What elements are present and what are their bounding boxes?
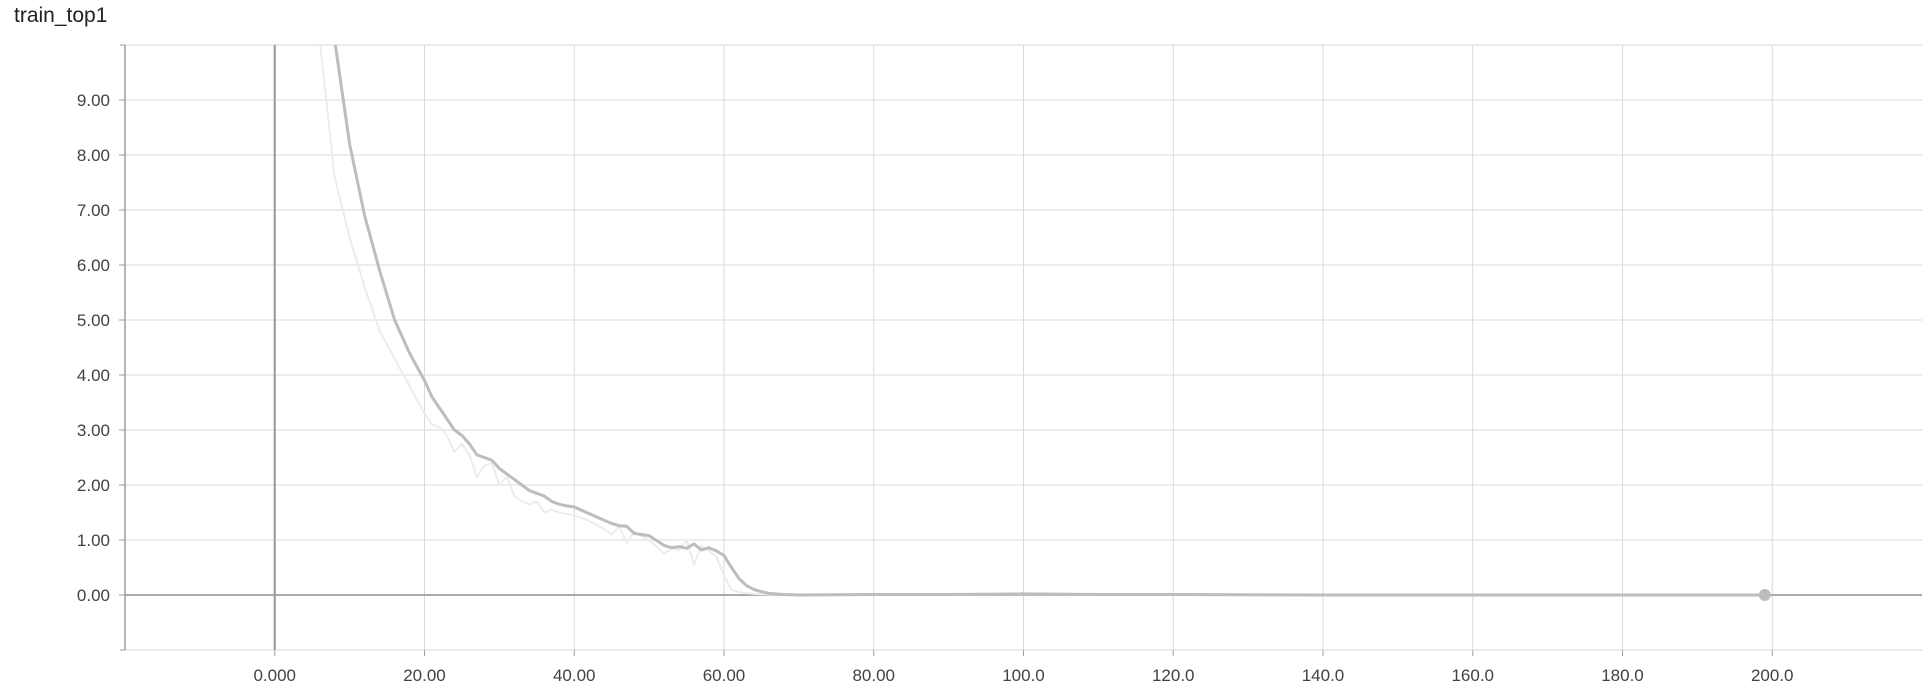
x-tick-label: 180.0 <box>1601 666 1644 684</box>
x-tick-label: 0.000 <box>253 666 296 684</box>
x-tick-label: 80.00 <box>852 666 895 684</box>
chart-title: train_top1 <box>14 4 108 27</box>
y-tick-label: 3.00 <box>77 421 110 440</box>
x-tick-label: 40.00 <box>553 666 596 684</box>
y-tick-label: 7.00 <box>77 201 110 220</box>
x-tick-label: 200.0 <box>1751 666 1794 684</box>
x-tick-labels: 0.000 20.00 40.00 60.00 80.00 100.0 120.0 140.0… <box>253 666 1793 684</box>
series-layer <box>319 45 1771 601</box>
plot-frame <box>120 44 1922 651</box>
y-tick-label: 4.00 <box>77 366 110 385</box>
y-tick-label: 2.00 <box>77 476 110 495</box>
series-line-raw <box>319 45 1766 596</box>
x-tick-label: 160.0 <box>1451 666 1494 684</box>
x-tick-label: 140.0 <box>1302 666 1345 684</box>
series-line-smoothed <box>333 45 1767 597</box>
y-tick-label: 6.00 <box>77 256 110 275</box>
y-tick-label: 1.00 <box>77 531 110 550</box>
x-tick-label: 20.00 <box>403 666 446 684</box>
y-tick-label: 8.00 <box>77 146 110 165</box>
y-tick-label: 5.00 <box>77 311 110 330</box>
y-tick-label: 0.00 <box>77 586 110 605</box>
x-tick-label: 120.0 <box>1152 666 1195 684</box>
y-tick-label: 9.00 <box>77 91 110 110</box>
y-tick-labels: 0.00 1.00 2.00 3.00 4.00 5.00 6.00 7.00 8.00 9.00 <box>77 91 110 605</box>
x-tick-label: 60.00 <box>703 666 746 684</box>
last-point-marker <box>1758 589 1771 601</box>
x-tick-label: 100.0 <box>1002 666 1045 684</box>
vertical-gridlines <box>274 45 1773 656</box>
